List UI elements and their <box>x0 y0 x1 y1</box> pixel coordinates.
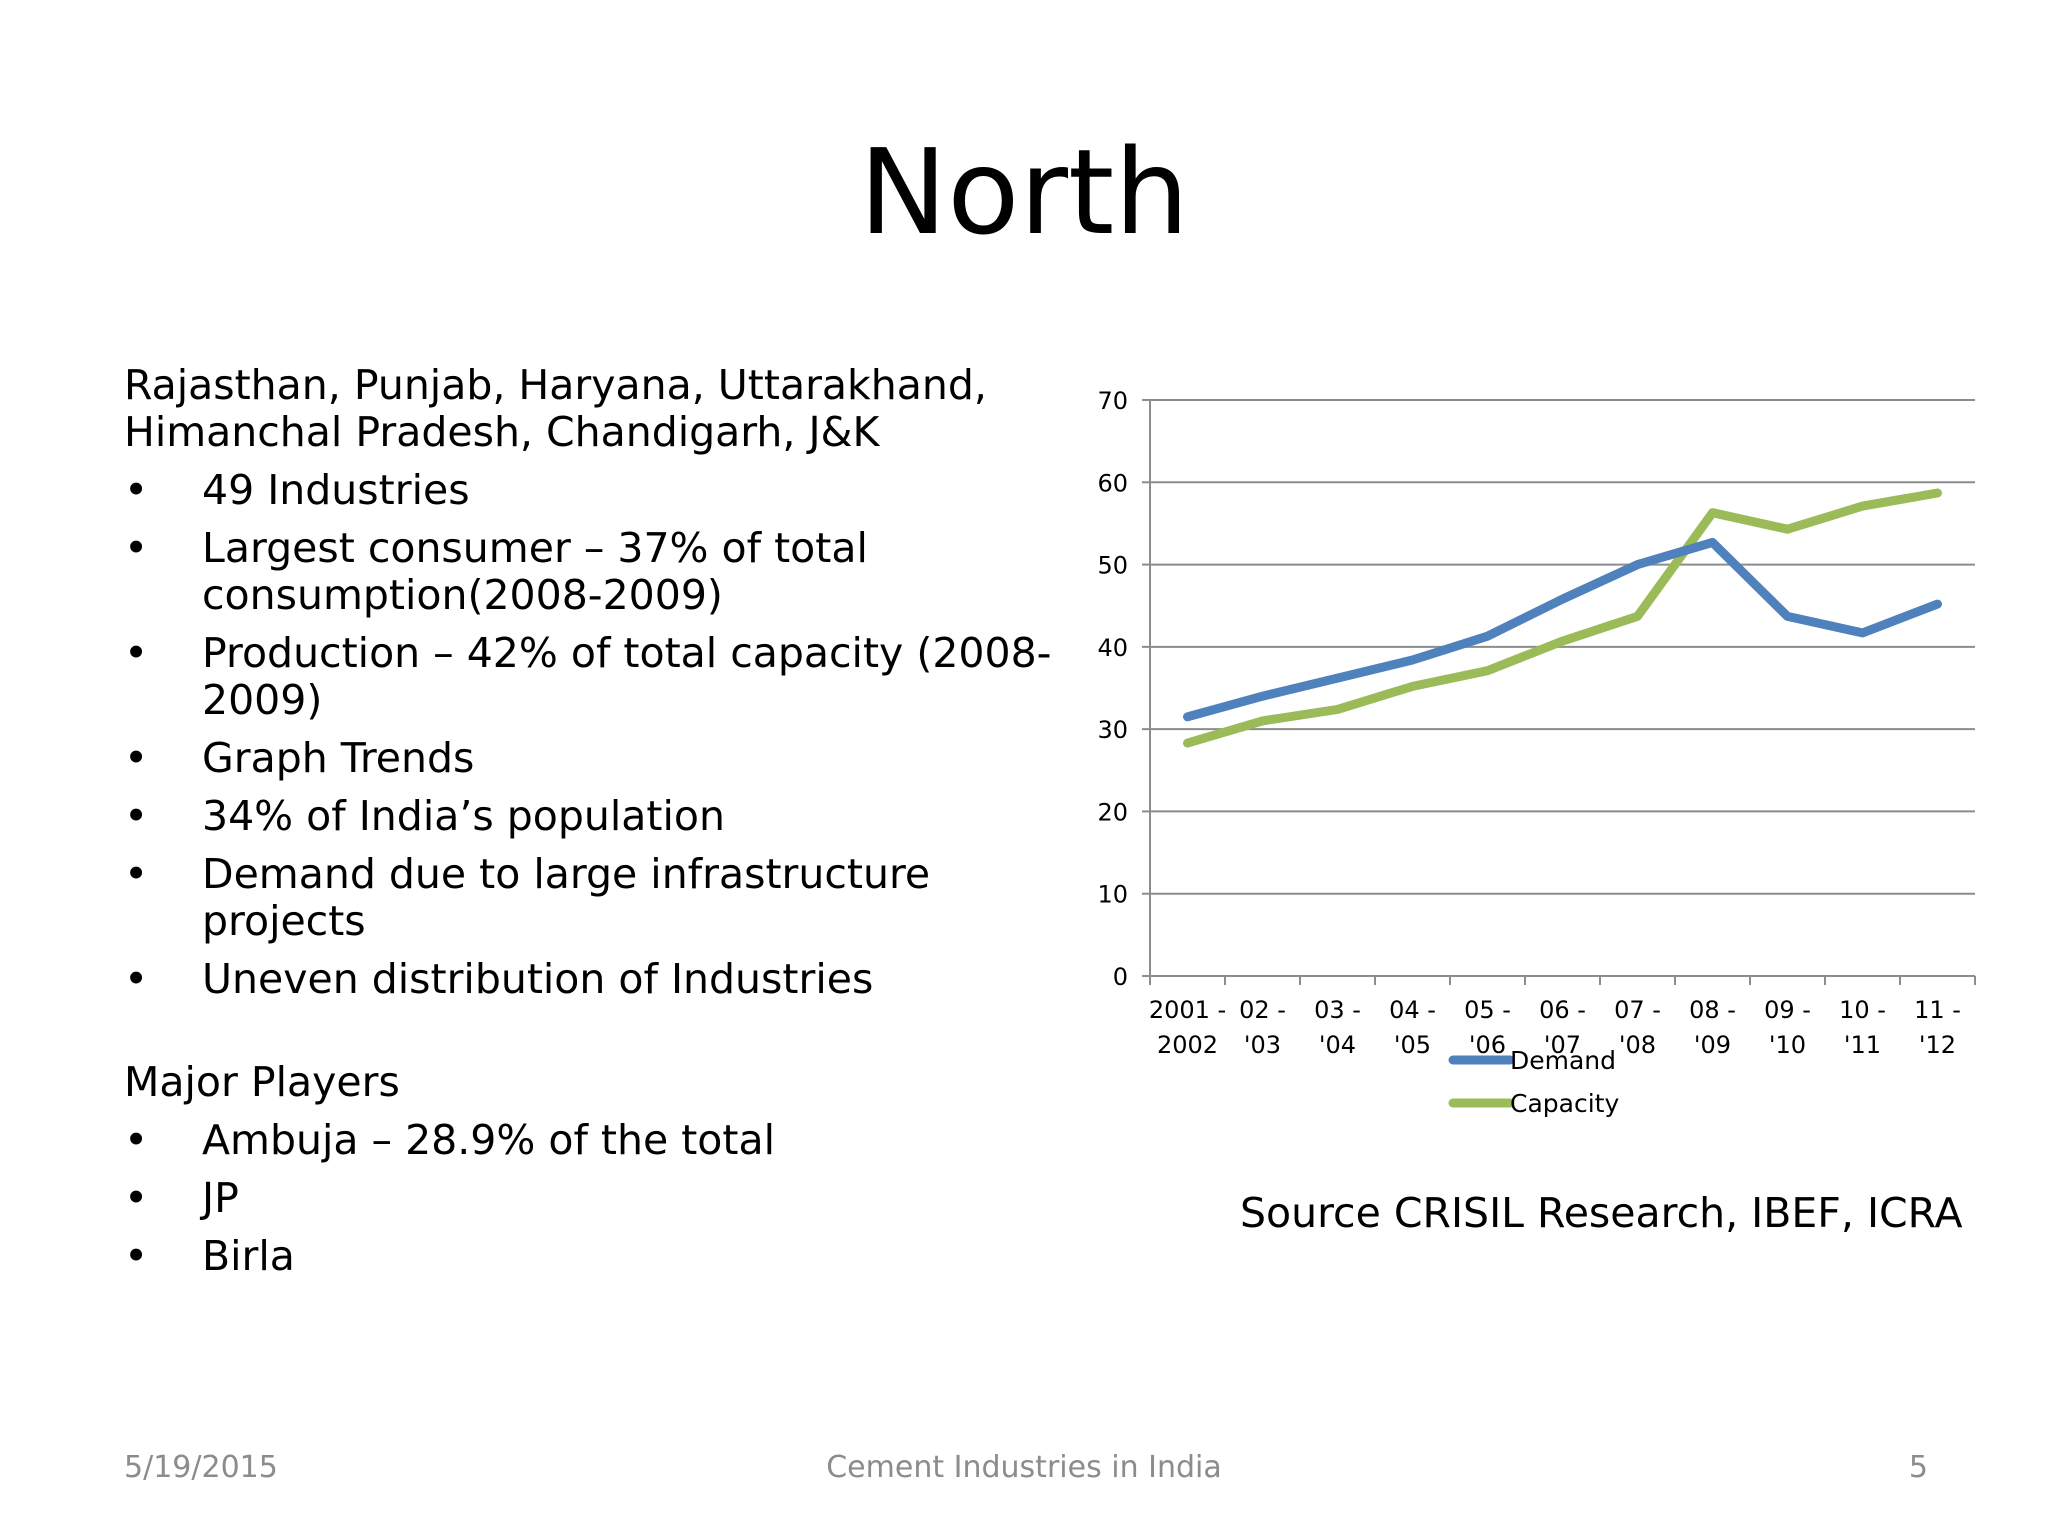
bullet-icon: • <box>124 629 149 677</box>
y-tick-label: 60 <box>1097 469 1128 497</box>
x-tick-label-line: '08 <box>1619 1031 1656 1059</box>
fact-text: Production – 42% of total capacity (2008… <box>202 629 1052 724</box>
y-tick-label: 10 <box>1097 881 1128 909</box>
players-heading: Major Players <box>124 1058 400 1106</box>
slide-body: Rajasthan, Punjab, Haryana, Uttarakhand,… <box>124 362 1084 1280</box>
y-tick-label: 30 <box>1097 716 1128 744</box>
x-tick-label-line: '10 <box>1769 1031 1806 1059</box>
series-line-capacity <box>1183 488 1942 748</box>
fact-text: 49 Industries <box>202 466 470 514</box>
x-tick-label-line: '03 <box>1244 1031 1281 1059</box>
spacer <box>124 1003 1084 1059</box>
page-number: 5 <box>1908 1450 1928 1485</box>
x-tick-label-line: 04 - <box>1389 996 1436 1024</box>
fact-text: 34% of India’s population <box>202 792 725 840</box>
x-tick-label: 2001 - 2002 <box>1149 996 1226 1059</box>
bullet-icon: • <box>124 792 149 840</box>
x-tick-label-line: 08 - <box>1689 996 1736 1024</box>
bullet-icon: • <box>124 1116 149 1164</box>
chart-container: 0 10 20 30 40 50 60 70 2001 -2002 02 -'03 03 -'04 0… <box>1080 370 2000 1170</box>
fact-item: • 49 Industries <box>124 467 1084 514</box>
player-item: • Ambuja – 28.9% of the total <box>124 1117 1084 1164</box>
fact-text: Graph Trends <box>202 734 475 782</box>
y-tick-label: 50 <box>1097 552 1128 580</box>
x-tick-label-line: '09 <box>1694 1031 1731 1059</box>
fact-item: • Graph Trends <box>124 735 1084 782</box>
fact-text: Largest consumer – 37% of total consumpt… <box>202 524 868 619</box>
x-tick-label-line: '12 <box>1919 1031 1956 1059</box>
x-tick-label-line: 06 - <box>1539 996 1586 1024</box>
footer-date: 5/19/2015 <box>124 1450 278 1485</box>
x-tick-label-line: 11 - <box>1914 996 1961 1024</box>
x-tick-label-line: '07 <box>1544 1031 1581 1059</box>
player-text: JP <box>202 1174 239 1222</box>
y-tick-label: 40 <box>1097 634 1128 662</box>
bullet-icon: • <box>124 850 149 898</box>
x-tick-label: 08 - '09 <box>1689 996 1736 1059</box>
bullet-icon: • <box>124 524 149 572</box>
slide-title: North <box>858 123 1190 261</box>
x-tick-label-line: '04 <box>1319 1031 1356 1059</box>
player-text: Ambuja – 28.9% of the total <box>202 1116 775 1164</box>
x-tick-label-line: 2001 - <box>1149 996 1226 1024</box>
bullet-icon: • <box>124 955 149 1003</box>
bullet-icon: • <box>124 466 149 514</box>
x-tick-label-line: '11 <box>1844 1031 1881 1059</box>
x-tick-label: 11 - '12 <box>1914 996 1961 1059</box>
x-tick-label-line: 03 - <box>1314 996 1361 1024</box>
x-tick-label-line: 02 - <box>1239 996 1286 1024</box>
player-item: • Birla <box>124 1233 1084 1280</box>
fact-item: • 34% of India’s population <box>124 793 1084 840</box>
regions-text: Rajasthan, Punjab, Haryana, Uttarakhand,… <box>124 361 987 456</box>
legend-label: Demand <box>1510 1046 1616 1075</box>
x-tick-label: 05 - '06 <box>1464 996 1511 1059</box>
fact-text: Demand due to large infrastructure proje… <box>202 850 931 945</box>
x-tick-label-line: '05 <box>1394 1031 1431 1059</box>
x-tick-label: 02 - '03 <box>1239 996 1286 1059</box>
source-note: Source CRISIL Research, IBEF, ICRA <box>1240 1189 1963 1237</box>
fact-text: Uneven distribution of Industries <box>202 955 874 1003</box>
x-tick-label: 03 - '04 <box>1314 996 1361 1059</box>
player-item: • JP <box>124 1175 1084 1222</box>
x-tick-label: 10 - '11 <box>1839 996 1886 1059</box>
x-tick-label-line: 09 - <box>1764 996 1811 1024</box>
bullet-icon: • <box>124 1232 149 1280</box>
legend-label: Capacity <box>1510 1089 1619 1118</box>
fact-item: • Production – 42% of total capacity (200… <box>124 630 1084 724</box>
footer-title: Cement Industries in India <box>826 1450 1222 1485</box>
bullet-icon: • <box>124 734 149 782</box>
facts-list: • 49 Industries • Largest consumer – 37% o… <box>124 467 1084 1003</box>
fact-item: • Largest consumer – 37% of total consump… <box>124 525 1084 619</box>
x-tick-label-line: 2002 <box>1157 1031 1218 1059</box>
fact-item: • Demand due to large infrastructure proj… <box>124 851 1084 945</box>
x-tick-label-line: 07 - <box>1614 996 1661 1024</box>
x-tick-label: 09 - '10 <box>1764 996 1811 1059</box>
x-tick-label-line: 10 - <box>1839 996 1886 1024</box>
x-tick-label-line: '06 <box>1469 1031 1506 1059</box>
x-tick-label: 06 - '07 <box>1539 996 1586 1059</box>
y-tick-label: 0 <box>1113 963 1128 991</box>
series-line-demand <box>1183 537 1942 722</box>
bullet-icon: • <box>124 1174 149 1222</box>
y-tick-label: 70 <box>1097 387 1128 415</box>
y-tick-label: 20 <box>1097 798 1128 826</box>
fact-item: • Uneven distribution of Industries <box>124 956 1084 1003</box>
player-text: Birla <box>202 1232 295 1280</box>
players-list: • Ambuja – 28.9% of the total • JP • Birla <box>124 1117 1084 1280</box>
x-tick-label: 07 - '08 <box>1614 996 1661 1059</box>
x-tick-label: 04 - '05 <box>1389 996 1436 1059</box>
x-tick-label-line: 05 - <box>1464 996 1511 1024</box>
